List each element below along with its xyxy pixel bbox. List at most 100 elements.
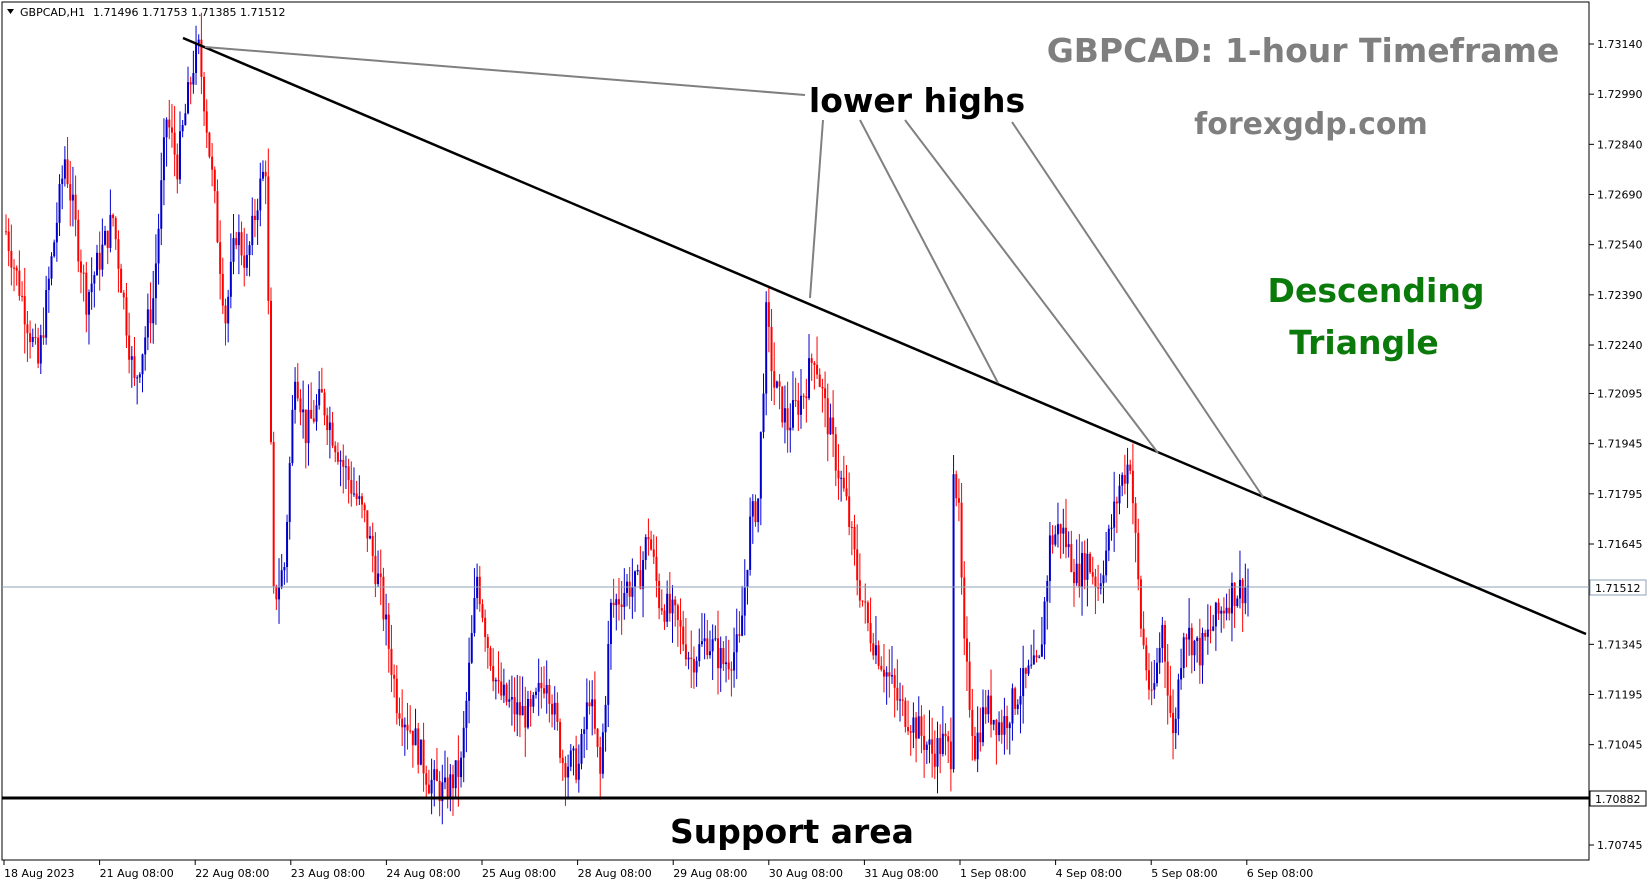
candle-bear bbox=[706, 638, 709, 656]
candle-bull bbox=[874, 645, 877, 656]
x-tick-label: 23 Aug 08:00 bbox=[291, 867, 365, 880]
candle-bull bbox=[144, 337, 147, 355]
candle-bull bbox=[671, 599, 674, 614]
candle-bear bbox=[1169, 695, 1172, 713]
candle-bull bbox=[63, 159, 66, 179]
candle-bear bbox=[219, 242, 222, 274]
candle-bull bbox=[184, 113, 187, 126]
candle-bear bbox=[1145, 645, 1148, 671]
candle-bear bbox=[387, 614, 390, 649]
y-tick-label: 1.72840 bbox=[1597, 138, 1643, 151]
candle-bull bbox=[992, 719, 995, 725]
candle-bear bbox=[500, 681, 503, 696]
candle-bull bbox=[623, 592, 626, 608]
candle-bear bbox=[395, 678, 398, 714]
candle-bear bbox=[398, 713, 401, 719]
candle-bear bbox=[1198, 637, 1201, 666]
y-tick-label: 1.71045 bbox=[1597, 739, 1643, 752]
candle-bear bbox=[10, 251, 13, 268]
candle-bear bbox=[489, 648, 492, 667]
candle-bull bbox=[307, 409, 310, 444]
candle-bull bbox=[232, 238, 235, 262]
candle-bull bbox=[572, 748, 575, 751]
support-area-label: Support area bbox=[670, 812, 914, 851]
candle-bull bbox=[1081, 553, 1084, 588]
candle-bull bbox=[165, 119, 168, 138]
candle-bull bbox=[899, 699, 902, 701]
candle-bear bbox=[82, 272, 85, 274]
candle-bull bbox=[1118, 485, 1121, 504]
candle-bull bbox=[352, 493, 355, 495]
y-tick-label: 1.71945 bbox=[1597, 438, 1643, 451]
candle-bear bbox=[114, 218, 117, 240]
candle-bull bbox=[181, 125, 184, 132]
candle-bull bbox=[746, 569, 749, 588]
candle-bull bbox=[494, 679, 497, 682]
y-tick-label: 1.71795 bbox=[1597, 488, 1643, 501]
candle-bear bbox=[486, 637, 489, 649]
candle-bull bbox=[470, 633, 473, 663]
candle-bull bbox=[1027, 665, 1030, 674]
candle-bear bbox=[21, 295, 24, 297]
candle-bear bbox=[176, 154, 179, 180]
header-dropdown-icon[interactable] bbox=[7, 9, 14, 14]
x-tick-label: 1 Sep 08:00 bbox=[960, 867, 1026, 880]
candle-bull bbox=[1048, 535, 1051, 581]
candle-bear bbox=[1172, 712, 1175, 734]
candle-bull bbox=[508, 699, 511, 702]
x-tick-label: 22 Aug 08:00 bbox=[195, 867, 269, 880]
candle-bull bbox=[1102, 575, 1105, 584]
candle-bear bbox=[647, 537, 650, 540]
descending-trendline bbox=[182, 36, 1587, 636]
candle-bear bbox=[323, 392, 326, 416]
candle-bear bbox=[960, 502, 963, 578]
candle-bull bbox=[138, 374, 141, 378]
candle-bull bbox=[468, 662, 471, 701]
candle-bull bbox=[982, 707, 985, 743]
candle-bear bbox=[203, 76, 206, 112]
candle-bull bbox=[187, 82, 190, 114]
candle-bull bbox=[47, 278, 50, 291]
candle-bear bbox=[1217, 602, 1220, 614]
candle-bear bbox=[205, 111, 208, 133]
y-tick-label: 1.71645 bbox=[1597, 538, 1643, 551]
candle-bear bbox=[880, 665, 883, 670]
candle-bear bbox=[438, 780, 441, 802]
candle-bull bbox=[251, 215, 254, 246]
candle-bull bbox=[315, 405, 318, 422]
candle-bull bbox=[256, 210, 259, 221]
candle-bear bbox=[660, 608, 663, 611]
candle-bear bbox=[393, 674, 396, 679]
candle-bear bbox=[1000, 722, 1003, 735]
candle-bull bbox=[1201, 632, 1204, 666]
candle-bull bbox=[377, 573, 380, 585]
candle-bull bbox=[585, 702, 588, 730]
candle-bull bbox=[157, 228, 160, 264]
candle-bear bbox=[235, 238, 238, 246]
candle-bull bbox=[443, 777, 446, 783]
candle-bear bbox=[786, 408, 789, 431]
candle-bear bbox=[767, 302, 770, 327]
candle-bull bbox=[1155, 662, 1158, 684]
candle-bear bbox=[679, 620, 682, 627]
candle-bear bbox=[947, 736, 950, 742]
candle-bull bbox=[50, 256, 53, 279]
candle-bull bbox=[751, 501, 754, 517]
candle-bear bbox=[971, 709, 974, 736]
candle-bear bbox=[931, 739, 934, 754]
candle-bear bbox=[457, 760, 460, 778]
candle-bear bbox=[856, 549, 859, 581]
candle-bear bbox=[658, 581, 661, 609]
candle-bull bbox=[248, 245, 251, 256]
candle-bear bbox=[518, 702, 521, 716]
candle-bull bbox=[245, 255, 248, 268]
candle-bull bbox=[952, 474, 955, 770]
candle-bear bbox=[754, 501, 757, 523]
candle-bear bbox=[208, 132, 211, 157]
candle-bear bbox=[1164, 624, 1167, 662]
candle-bear bbox=[864, 601, 867, 603]
candle-bear bbox=[1209, 629, 1212, 631]
x-tick-label: 4 Sep 08:00 bbox=[1056, 867, 1122, 880]
candle-bear bbox=[331, 422, 334, 446]
